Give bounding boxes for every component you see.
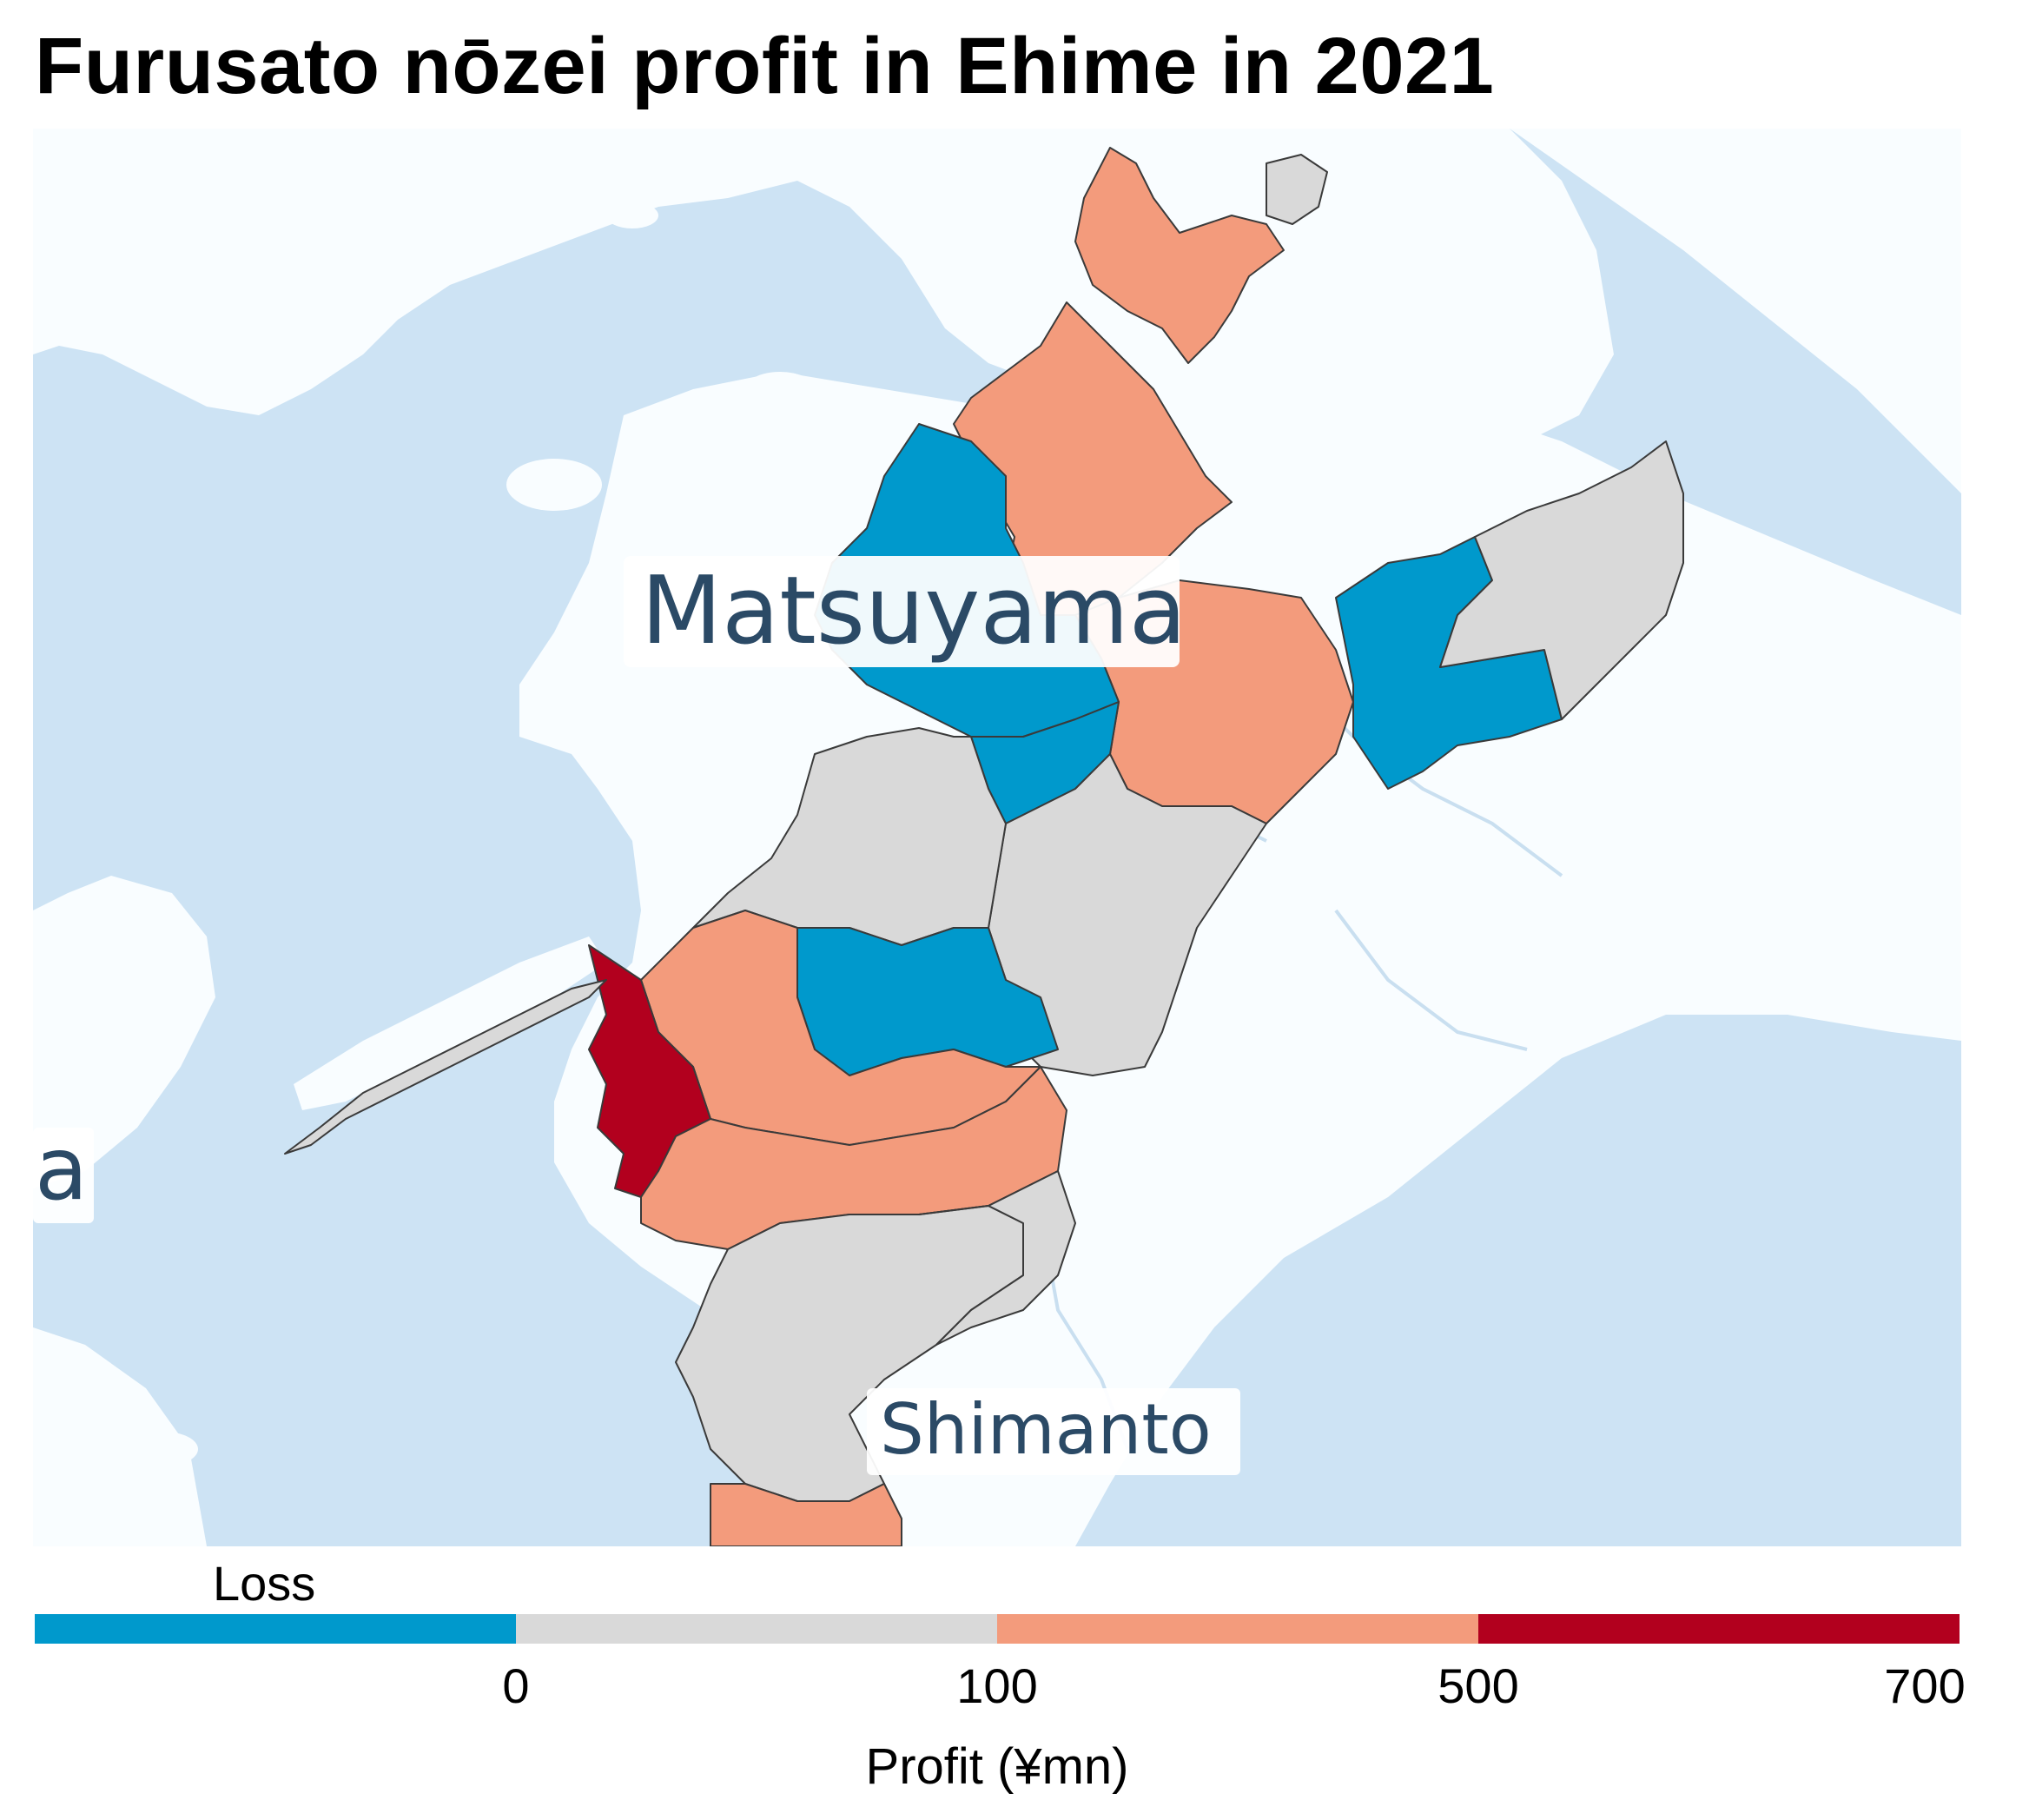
region-islands-ne	[1266, 154, 1328, 225]
label-edge-fragment: a	[33, 1118, 94, 1223]
legend-color-bar	[35, 1614, 1960, 1644]
svg-text:a: a	[35, 1118, 88, 1220]
land-sadamisaki	[294, 936, 606, 1110]
svg-text:Matsuyama: Matsuyama	[641, 557, 1186, 665]
region-shikokuchuo	[1439, 440, 1684, 720]
legend-bin-0-100	[516, 1614, 997, 1644]
land-kyushu	[33, 876, 215, 1188]
land-honshu-east	[1510, 129, 1961, 493]
legend-bin-500-700	[1478, 1614, 1960, 1644]
legend-tick-100: 100	[956, 1658, 1038, 1713]
region-kihoku	[918, 1170, 1076, 1346]
region-islands-north	[1074, 147, 1285, 364]
svg-text:Shimanto: Shimanto	[880, 1389, 1212, 1470]
choropleth-map: Matsuyama Shimanto a	[33, 129, 1961, 1546]
label-matsuyama: Matsuyama	[624, 556, 1186, 667]
region-ainan	[710, 1483, 902, 1546]
legend: Loss 0 100 500 700 Profit (¥mn)	[35, 1555, 1966, 1816]
land-kyushu-south	[33, 1327, 207, 1546]
ehime-municipalities	[284, 147, 1684, 1546]
legend-tick-700: 700	[1884, 1658, 1966, 1713]
map-title: Furusato nōzei profit in Ehime in 2021	[35, 22, 1495, 110]
legend-loss-label: Loss	[213, 1556, 316, 1611]
legend-tick-0: 0	[502, 1658, 530, 1713]
legend-title: Profit (¥mn)	[865, 1738, 1129, 1795]
legend-tick-500: 500	[1437, 1658, 1519, 1713]
legend-bin-loss	[35, 1614, 516, 1644]
label-shimanto: Shimanto	[867, 1388, 1240, 1475]
region-ikata	[284, 979, 607, 1155]
legend-bin-100-500	[997, 1614, 1478, 1644]
